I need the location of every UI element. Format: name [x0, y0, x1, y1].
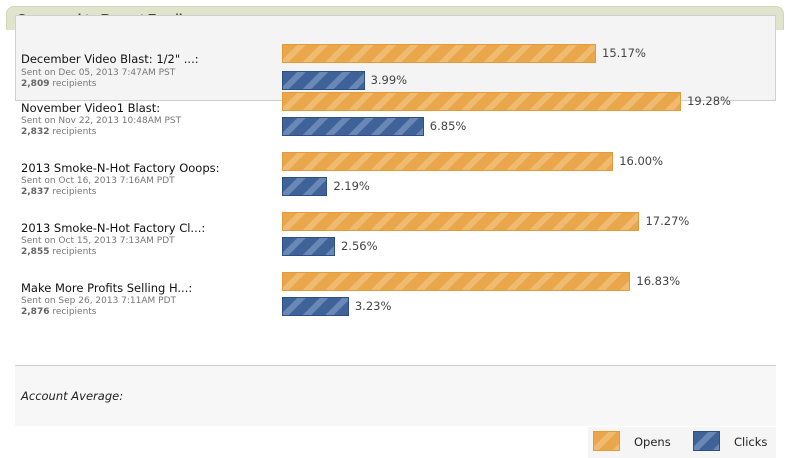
email-name: 2013 Smoke-N-Hot Factory Cl...:	[21, 221, 206, 235]
legend-swatch-clicks	[693, 431, 720, 451]
email-row: 2013 Smoke-N-Hot Factory Ooops: Sent on O…	[0, 152, 794, 212]
email-recipients: 2,809 recipients	[21, 79, 97, 89]
recipients-count: 2,855	[21, 247, 50, 257]
opens-value-label: 17.27%	[645, 214, 690, 228]
opens-bar	[282, 92, 682, 111]
legend-label-clicks: Clicks	[734, 435, 768, 449]
opens-bar	[282, 272, 631, 291]
email-row: December Video Blast: 1/2" ...: Sent on D…	[0, 40, 794, 100]
email-recipients: 2,876 recipients	[21, 307, 97, 317]
clicks-bar	[282, 177, 328, 196]
email-recipients: 2,832 recipients	[21, 127, 97, 137]
clicks-bar	[282, 237, 335, 256]
clicks-value-label: 3.23%	[354, 299, 392, 313]
opens-bar	[282, 212, 640, 231]
email-row: November Video1 Blast: Sent on Nov 22, 20…	[0, 92, 794, 152]
recipients-suffix: recipients	[49, 79, 97, 89]
clicks-bar	[282, 71, 365, 90]
email-sent-date: Sent on Oct 15, 2013 7:13AM PDT	[21, 236, 175, 246]
opens-bar	[282, 152, 614, 171]
legend: Opens Clicks	[588, 427, 776, 458]
email-sent-date: Sent on Nov 22, 2013 10:48AM PST	[21, 116, 182, 126]
recipients-suffix: recipients	[49, 247, 97, 257]
email-sent-date: Sent on Oct 16, 2013 7:16AM PDT	[21, 176, 175, 186]
email-row: Make More Profits Selling H...: Sent on S…	[0, 272, 794, 332]
email-sent-date: Sent on Sep 26, 2013 7:11AM PDT	[21, 296, 177, 306]
email-name: Make More Profits Selling H...:	[21, 281, 193, 295]
opens-value-label: 16.00%	[619, 154, 664, 168]
recipients-suffix: recipients	[49, 187, 97, 197]
email-name: December Video Blast: 1/2" ...:	[21, 52, 199, 66]
recipients-count: 2,809	[21, 79, 50, 89]
clicks-value-label: 2.56%	[340, 239, 378, 253]
recipients-count: 2,837	[21, 187, 50, 197]
opens-value-label: 16.83%	[636, 274, 681, 288]
clicks-bar	[282, 117, 424, 136]
clicks-value-label: 3.99%	[370, 73, 408, 87]
email-name: 2013 Smoke-N-Hot Factory Ooops:	[21, 161, 220, 175]
account-average-row: Account Average:	[15, 365, 776, 426]
opens-value-label: 19.28%	[687, 94, 731, 108]
opens-value-label: 15.17%	[602, 46, 646, 60]
email-sent-date: Sent on Dec 05, 2013 7:47AM PST	[21, 68, 176, 78]
recipients-count: 2,832	[21, 127, 50, 137]
opens-bar	[282, 44, 597, 63]
clicks-value-label: 6.85%	[429, 119, 467, 133]
clicks-bar	[282, 297, 349, 316]
clicks-value-label: 2.19%	[333, 179, 370, 193]
email-name: November Video1 Blast:	[21, 101, 161, 115]
email-recipients: 2,837 recipients	[21, 187, 97, 197]
legend-swatch-opens	[593, 431, 620, 451]
email-recipients: 2,855 recipients	[21, 247, 97, 257]
email-row: 2013 Smoke-N-Hot Factory Cl...: Sent on O…	[0, 212, 794, 272]
account-average-label: Account Average:	[21, 389, 124, 403]
recipients-count: 2,876	[21, 307, 50, 317]
recipients-suffix: recipients	[49, 307, 97, 317]
legend-label-opens: Opens	[634, 435, 671, 449]
recipients-suffix: recipients	[49, 127, 97, 137]
